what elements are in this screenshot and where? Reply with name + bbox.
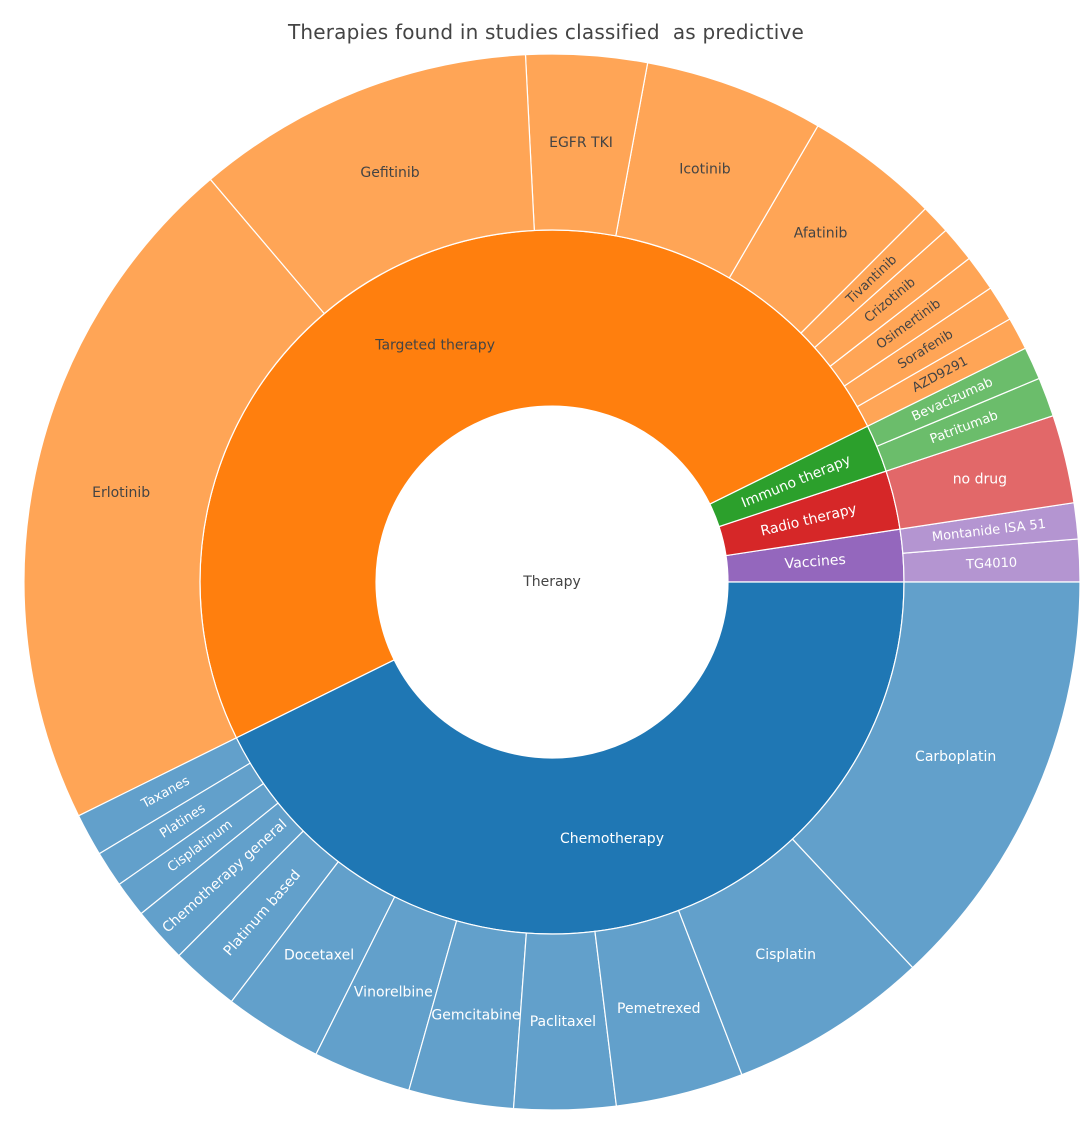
segment-label-tg4010: TG4010	[965, 555, 1018, 572]
segment-label-targeted-therapy: Targeted therapy	[374, 337, 495, 353]
segment-label-no-drug: no drug	[953, 471, 1007, 487]
segment-label-therapy: Therapy	[522, 574, 581, 590]
chart-title: Therapies found in studies classified as…	[287, 20, 805, 44]
segment-label-afatinib: Afatinib	[794, 225, 848, 241]
segment-label-docetaxel: Docetaxel	[284, 947, 354, 963]
segment-label-egfr-tki: EGFR TKI	[549, 135, 613, 151]
segment-label-gemcitabine: Gemcitabine	[431, 1007, 520, 1023]
segment-label-vinorelbine: Vinorelbine	[354, 984, 433, 1000]
segment-carboplatin[interactable]	[791, 581, 1081, 969]
segment-label-carboplatin: Carboplatin	[915, 749, 996, 765]
segment-label-erlotinib: Erlotinib	[92, 485, 150, 501]
segment-label-gefitinib: Gefitinib	[360, 165, 419, 181]
segment-therapy[interactable]	[376, 406, 728, 758]
segment-label-pemetrexed: Pemetrexed	[617, 1001, 700, 1017]
segments-layer	[23, 53, 1081, 1111]
segment-label-chemotherapy: Chemotherapy	[560, 831, 664, 847]
segment-label-paclitaxel: Paclitaxel	[530, 1014, 596, 1030]
segment-erlotinib[interactable]	[23, 178, 326, 817]
segment-label-cisplatin: Cisplatin	[755, 947, 816, 963]
segment-label-vaccines: Vaccines	[784, 552, 846, 573]
segment-label-icotinib: Icotinib	[679, 161, 731, 177]
